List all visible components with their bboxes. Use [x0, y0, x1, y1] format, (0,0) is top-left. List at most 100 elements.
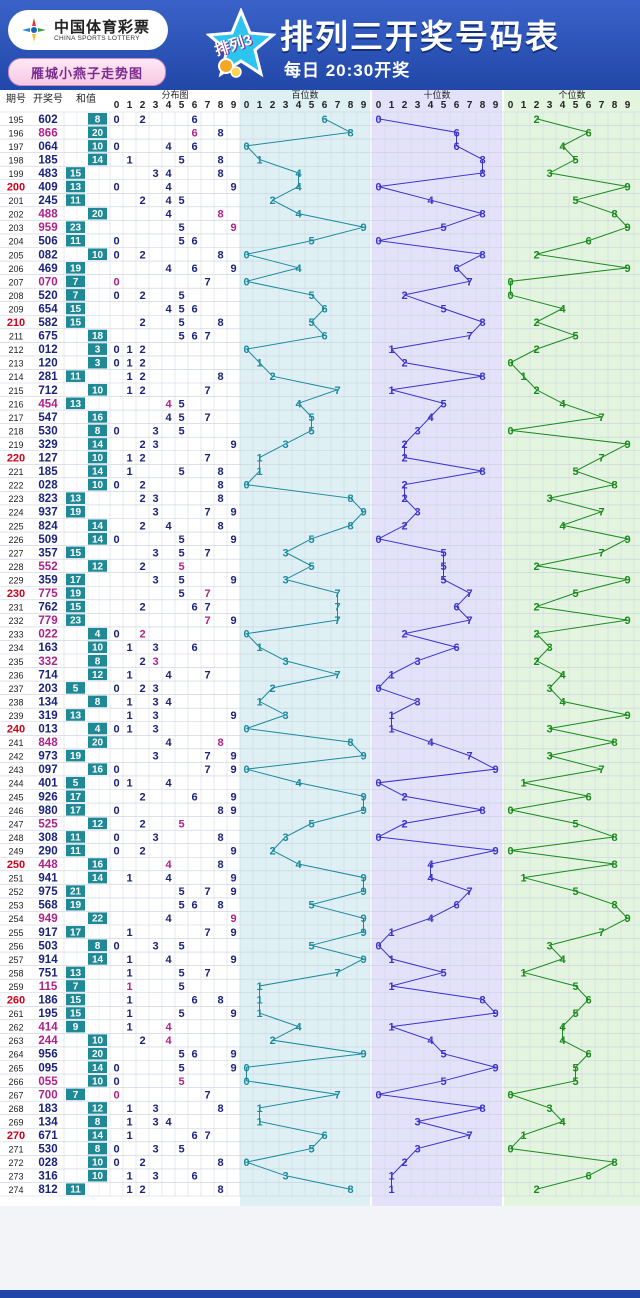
tens-digit: 3: [414, 1116, 420, 1128]
tens-digit: 5: [440, 967, 446, 979]
hundreds-digit: 9: [360, 791, 366, 803]
tens-digit: 3: [414, 696, 420, 708]
tens-digit: 3: [414, 656, 420, 668]
sum-box: [66, 1088, 85, 1101]
sum-box: [66, 1020, 85, 1033]
tens-digit: 2: [401, 1157, 407, 1169]
dist-digit: 8: [217, 520, 223, 532]
sum-box: [88, 871, 107, 884]
sum-cell: 15: [70, 318, 82, 329]
number-cell: 675: [38, 331, 58, 343]
number-cell: 120: [38, 358, 57, 370]
units-digit: 3: [546, 751, 552, 763]
sum-cell: 19: [70, 900, 82, 911]
dist-digit: 2: [139, 1157, 145, 1169]
number-cell: 082: [38, 249, 57, 261]
dist-digit: 6: [191, 236, 197, 248]
hundreds-digit: 7: [334, 669, 340, 681]
header: 中国体育彩票 CHINA SPORTS LOTTERY 雁城小燕子走势图 排列3…: [0, 0, 640, 90]
sum-cell: 10: [92, 385, 104, 396]
dist-digit: 8: [217, 466, 223, 478]
period-cell: 210: [7, 317, 25, 329]
sum-box: [88, 519, 107, 532]
number-cell: 775: [38, 588, 58, 600]
period-cell: 224: [8, 508, 23, 518]
dist-digit: 1: [126, 927, 132, 939]
sum-box: [88, 1142, 107, 1155]
sum-cell: 11: [70, 832, 81, 843]
sum-box: [66, 614, 85, 626]
hundreds-digit: 3: [282, 1171, 288, 1183]
number-cell: 823: [38, 493, 57, 505]
dist-digit: 8: [217, 900, 223, 912]
number-header: 开奖号: [33, 92, 63, 105]
sum-cell: 10: [92, 1076, 104, 1087]
number-cell: 195: [38, 1008, 58, 1020]
tens-digit: 3: [414, 507, 420, 519]
dist-digit: 0: [113, 236, 119, 248]
sum-header: 和值: [76, 92, 96, 105]
dist-digit: 0: [113, 1144, 119, 1156]
dist-digit: 7: [204, 751, 210, 763]
hundreds-digit: 4: [295, 398, 302, 410]
tens-digit: 8: [479, 154, 485, 166]
tens-digit: 2: [401, 520, 407, 532]
digit-header-2: 2: [270, 100, 276, 111]
dist-digit: 4: [165, 778, 172, 790]
dist-digit: 3: [152, 724, 158, 736]
dist-digit: 6: [191, 1130, 197, 1142]
number-cell: 469: [38, 263, 57, 275]
dist-digit: 0: [113, 276, 119, 288]
sum-box: [88, 140, 107, 152]
dist-digit: 2: [139, 1035, 145, 1047]
sum-cell: 13: [70, 968, 82, 979]
dist-digit: 1: [126, 642, 132, 654]
period-cell: 252: [8, 887, 23, 897]
dist-digit: 0: [113, 534, 119, 546]
sum-cell: 12: [92, 670, 104, 681]
hundreds-digit: 1: [256, 981, 262, 993]
hundreds-digit: 7: [334, 967, 340, 979]
dist-digit: 5: [178, 1076, 184, 1088]
sum-cell: 8: [95, 941, 101, 952]
footer-bar: [0, 1290, 640, 1298]
dist-digit: 5: [178, 886, 184, 898]
dist-digit: 1: [126, 344, 132, 356]
number-cell: 186: [38, 995, 57, 1007]
tens-digit: 1: [388, 927, 394, 939]
period-cell: 211: [9, 332, 23, 342]
digit-header-4: 4: [166, 100, 172, 111]
dist-digit: 0: [113, 480, 119, 492]
hundreds-digit: 3: [282, 574, 288, 586]
dist-digit: 0: [113, 114, 119, 126]
tens-digit: 1: [388, 344, 394, 356]
dist-digit: 3: [152, 1116, 158, 1128]
period-cell: 255: [8, 928, 23, 938]
dist-digit: 1: [126, 1171, 132, 1183]
number-cell: 097: [38, 764, 57, 776]
sum-cell: 8: [95, 1117, 101, 1128]
hundreds-header: 百位数: [291, 90, 318, 100]
sum-box: [66, 587, 85, 599]
dist-digit: 9: [230, 182, 236, 194]
sum-cell: 11: [70, 196, 81, 207]
dist-digit: 0: [113, 1062, 119, 1074]
sum-cell: 13: [70, 182, 82, 193]
number-cell: 520: [38, 290, 57, 302]
number-cell: 308: [38, 832, 58, 844]
tens-digit: 8: [479, 168, 485, 180]
tens-digit: 0: [375, 1089, 381, 1101]
sum-cell: 12: [92, 561, 104, 572]
dist-digit: 4: [165, 737, 172, 749]
dist-digit: 9: [230, 805, 236, 817]
period-cell: 198: [8, 155, 23, 165]
dist-digit: 9: [230, 615, 236, 627]
sum-cell: 10: [92, 1171, 104, 1182]
digit-header-0: 0: [244, 100, 250, 111]
hundreds-digit: 0: [243, 480, 249, 492]
tens-digit: 5: [440, 398, 446, 410]
dist-digit: 2: [139, 385, 145, 397]
number-cell: 244: [38, 1035, 58, 1047]
units-digit: 8: [611, 1157, 617, 1169]
dist-digit: 2: [139, 683, 145, 695]
